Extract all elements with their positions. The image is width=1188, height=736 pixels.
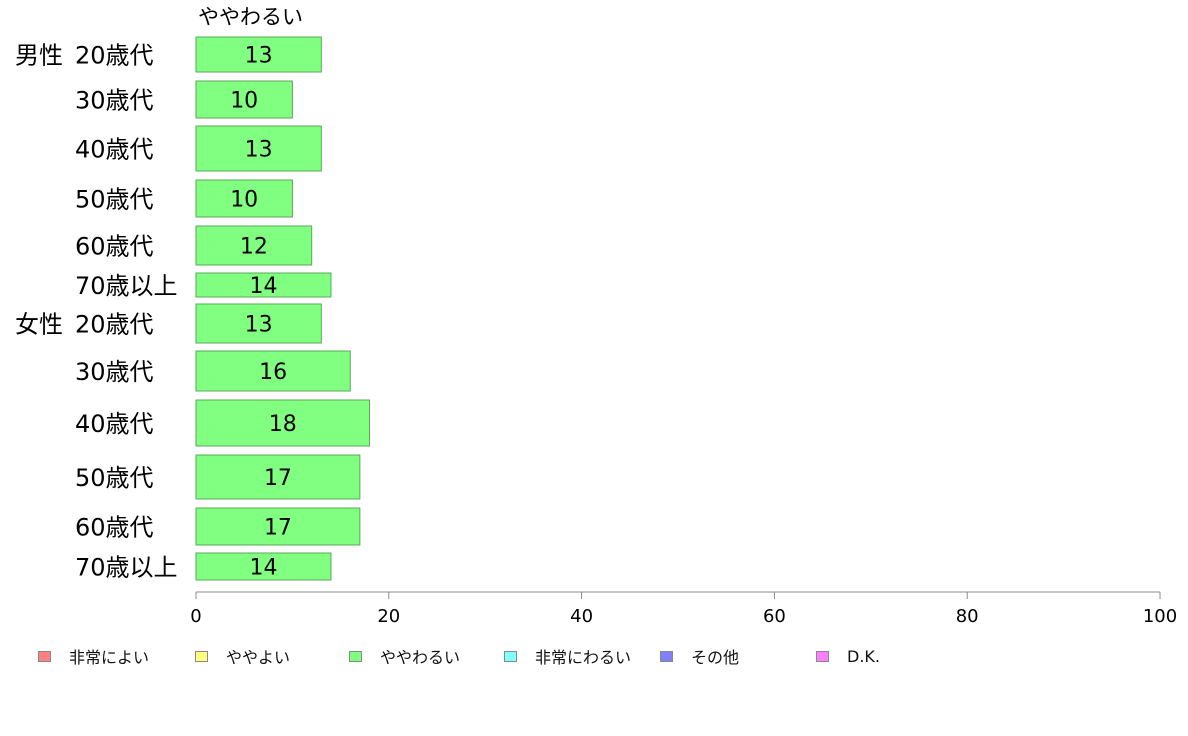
bar: [195, 225, 313, 266]
category-label: 40歳代: [75, 136, 154, 164]
legend-swatch: [660, 650, 673, 662]
group-label: 女性: [15, 311, 63, 339]
legend-label: その他: [691, 648, 740, 667]
bar: [195, 36, 322, 73]
legend-item: 非常によい: [38, 645, 149, 667]
bar: [195, 272, 332, 298]
bar-value-label: 14: [249, 274, 277, 299]
tick-label: 40: [570, 606, 593, 627]
bars: 13 10 13 10 12 14 13 16 18 17 17 14: [195, 36, 371, 581]
category-label: 50歳代: [75, 186, 154, 214]
legend: 非常によい ややよい ややわるい 非常にわるい その他 D.K.: [38, 645, 1158, 667]
group-label: 男性: [15, 42, 63, 70]
bar-value-label: 17: [264, 516, 292, 541]
category-label: 40歳代: [75, 410, 154, 438]
legend-item: その他: [660, 645, 739, 667]
bar: [195, 399, 371, 447]
bar-value-label: 13: [245, 44, 273, 69]
legend-item: ややよい: [195, 645, 290, 667]
category-label: 70歳以上: [75, 554, 178, 582]
bar-value-label: 10: [230, 89, 258, 114]
legend-item: D.K.: [816, 645, 880, 667]
category-label: 20歳代: [75, 311, 154, 339]
tick-label: 80: [956, 606, 979, 627]
category-label: 30歳代: [75, 87, 154, 115]
series-title: ややわるい: [198, 5, 303, 29]
legend-swatch: [816, 650, 829, 662]
bar-value-label: 10: [230, 188, 258, 213]
bar-value-label: 12: [240, 235, 268, 260]
bar-value-label: 14: [249, 556, 277, 581]
bar: [195, 552, 332, 581]
legend-swatch: [349, 650, 362, 662]
bar-value-label: 17: [264, 466, 292, 491]
bar: [195, 507, 361, 546]
bar: [195, 125, 322, 172]
tick-label: 100: [1143, 606, 1177, 627]
category-label: 30歳代: [75, 358, 154, 386]
legend-label: ややわるい: [380, 648, 461, 667]
legend-swatch: [38, 650, 51, 662]
bar: [195, 350, 351, 392]
category-labels: 20歳代男性30歳代40歳代50歳代60歳代70歳以上20歳代女性30歳代40歳…: [15, 42, 178, 582]
category-label: 60歳代: [75, 233, 154, 261]
category-label: 20歳代: [75, 42, 154, 70]
legend-label: 非常にわるい: [535, 648, 632, 667]
tick-label: 20: [377, 606, 400, 627]
legend-swatch: [195, 650, 208, 662]
legend-label: 非常によい: [69, 648, 150, 667]
category-label: 70歳以上: [75, 272, 178, 300]
tick-label: 0: [190, 606, 201, 627]
bar-value-label: 13: [245, 138, 273, 163]
legend-label: D.K.: [847, 646, 880, 666]
bar: [195, 80, 293, 119]
legend-item: 非常にわるい: [504, 645, 631, 667]
legend-swatch: [504, 650, 517, 662]
tick-label: 60: [763, 606, 786, 627]
bar: [195, 179, 293, 218]
bar-value-label: 16: [259, 360, 287, 385]
bar-value-label: 18: [269, 412, 297, 437]
legend-item: ややわるい: [349, 645, 460, 667]
category-label: 60歳代: [75, 514, 154, 542]
bar: [195, 454, 361, 500]
bar-value-label: 13: [245, 313, 273, 338]
category-label: 50歳代: [75, 464, 154, 492]
x-axis: 0 20 40 60 80 100: [190, 591, 1177, 627]
legend-label: ややよい: [226, 648, 291, 667]
bar: [195, 303, 322, 344]
